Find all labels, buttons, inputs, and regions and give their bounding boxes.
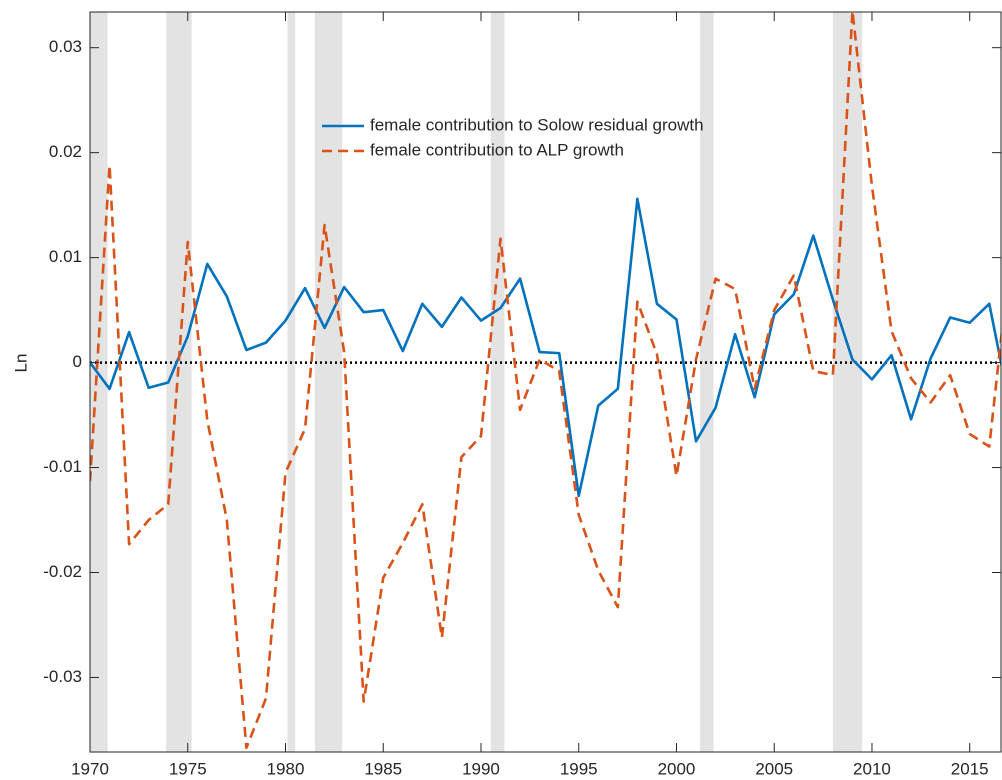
- shade-layer: [90, 12, 863, 752]
- legend-label: female contribution to ALP growth: [370, 140, 624, 159]
- line-layer: [90, 12, 1001, 750]
- recession-band: [490, 12, 505, 752]
- x-tick-label: 2015: [951, 759, 989, 778]
- recession-band: [699, 12, 714, 752]
- y-tick-label: 0: [73, 352, 82, 371]
- series-line: [90, 12, 1001, 750]
- recession-band: [287, 12, 296, 752]
- x-tick-label: 1985: [364, 759, 402, 778]
- series-line: [90, 197, 1001, 498]
- x-tick-label: 1990: [462, 759, 500, 778]
- recession-band: [90, 12, 108, 752]
- x-tick-label: 2000: [658, 759, 696, 778]
- recession-band: [832, 12, 863, 752]
- x-tick-label: 2005: [755, 759, 793, 778]
- x-tick-label: 1995: [560, 759, 598, 778]
- x-tick-label: 2010: [853, 759, 891, 778]
- y-tick-label: 0.03: [49, 37, 82, 56]
- legend-label: female contribution to Solow residual gr…: [370, 115, 704, 134]
- y-tick-label: -0.01: [43, 457, 82, 476]
- y-tick-label: 0.02: [49, 142, 82, 161]
- plot-frame: [89, 11, 1002, 753]
- recession-band: [314, 12, 343, 752]
- x-tick-label: 1980: [267, 759, 305, 778]
- x-tick-label: 1970: [71, 759, 109, 778]
- y-axis-label: Ln: [11, 354, 30, 373]
- y-tick-label: 0.01: [49, 247, 82, 266]
- y-tick-label: -0.03: [43, 667, 82, 686]
- y-tick-label: -0.02: [43, 562, 82, 581]
- recession-band: [166, 12, 192, 752]
- x-tick-label: 1975: [169, 759, 207, 778]
